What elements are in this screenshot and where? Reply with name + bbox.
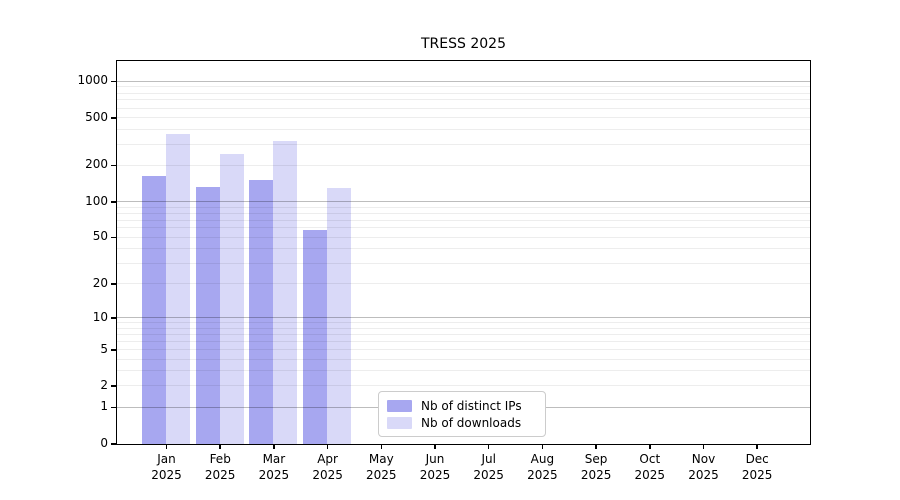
gridline xyxy=(117,262,810,264)
y-axis-tick-label: 500 xyxy=(85,109,108,124)
y-axis-tick-label: 100 xyxy=(85,193,108,208)
bar-nb-of-downloads-apr xyxy=(327,188,352,444)
gridline xyxy=(117,92,810,94)
gridline xyxy=(117,117,810,119)
gridline xyxy=(117,236,810,238)
gridline xyxy=(117,212,810,214)
gridline xyxy=(117,340,810,342)
gridline xyxy=(117,143,810,145)
gridline xyxy=(117,99,810,101)
y-axis-tick-label: 50 xyxy=(92,229,108,244)
x-axis-tick-label: Feb 2025 xyxy=(204,452,236,482)
x-axis-tick-label: Jun 2025 xyxy=(419,452,451,482)
x-tick-mark xyxy=(380,445,383,449)
bar-nb-of-downloads-jan xyxy=(166,133,190,444)
x-tick-mark xyxy=(165,445,168,449)
gridline-major xyxy=(117,317,810,319)
x-axis-tick-label: Aug 2025 xyxy=(527,452,558,482)
y-tick-mark xyxy=(111,201,116,203)
legend: Nb of distinct IPs Nb of downloads xyxy=(378,391,546,437)
x-tick-mark xyxy=(487,445,490,449)
x-axis-tick-label: Sep 2025 xyxy=(580,452,612,482)
y-axis-tick-label: 10 xyxy=(92,309,108,324)
x-tick-mark xyxy=(273,445,275,449)
y-axis-tick-label: 0 xyxy=(100,435,108,450)
bar-nb-of-distinct-ips-mar xyxy=(249,180,274,444)
x-tick-mark xyxy=(649,445,651,449)
x-tick-mark xyxy=(434,445,436,449)
y-axis-tick-label: 2 xyxy=(100,377,108,392)
x-axis-tick-label: Jan 2025 xyxy=(151,452,182,482)
x-axis-tick-label: Oct 2025 xyxy=(634,452,666,482)
y-axis-tick-label: 1000 xyxy=(77,73,108,88)
y-tick-mark xyxy=(111,385,116,387)
y-tick-mark xyxy=(111,283,116,285)
x-axis-tick-label: Nov 2025 xyxy=(688,452,719,482)
gridline xyxy=(117,333,810,335)
bar-nb-of-downloads-mar xyxy=(273,141,298,444)
legend-item: Nb of distinct IPs xyxy=(387,399,537,413)
x-tick-mark xyxy=(326,445,329,449)
gridline-major xyxy=(117,80,810,82)
gridline xyxy=(117,107,810,109)
legend-item: Nb of downloads xyxy=(387,416,537,430)
y-axis-tick-label: 5 xyxy=(100,341,108,356)
bar-nb-of-distinct-ips-apr xyxy=(303,230,328,444)
gridline xyxy=(117,227,810,229)
gridline xyxy=(117,385,810,387)
legend-swatch-distinct-ips xyxy=(387,399,412,412)
x-tick-mark xyxy=(595,445,597,449)
y-axis-tick-label: 200 xyxy=(85,157,108,172)
x-axis-tick-label: Dec 2025 xyxy=(741,452,773,482)
legend-swatch-downloads xyxy=(387,416,412,429)
x-tick-mark xyxy=(756,445,758,449)
y-tick-mark xyxy=(111,117,116,119)
y-tick-mark xyxy=(111,443,116,445)
legend-label: Nb of downloads xyxy=(421,415,522,430)
y-axis-tick-label: 20 xyxy=(92,275,108,290)
gridline xyxy=(117,128,810,130)
y-tick-mark xyxy=(111,164,116,167)
x-axis-tick-label: Apr 2025 xyxy=(312,452,343,482)
x-tick-mark xyxy=(541,445,544,449)
y-tick-mark xyxy=(111,236,116,239)
gridline xyxy=(117,327,810,329)
chart-title: TRESS 2025 xyxy=(421,36,506,52)
gridline xyxy=(117,86,810,88)
y-tick-mark xyxy=(111,80,116,83)
gridline xyxy=(117,370,810,372)
gridline-major xyxy=(117,201,810,203)
y-tick-mark xyxy=(111,317,116,319)
x-axis-tick-label: May 2025 xyxy=(366,452,397,482)
gridline xyxy=(117,206,810,208)
gridline xyxy=(117,283,810,285)
bar-nb-of-distinct-ips-feb xyxy=(195,187,220,444)
x-tick-mark xyxy=(702,445,705,449)
x-axis-tick-label: Mar 2025 xyxy=(258,452,290,482)
gridline xyxy=(117,164,810,166)
gridline xyxy=(117,358,810,360)
x-tick-mark xyxy=(219,445,221,449)
y-tick-mark xyxy=(111,349,116,351)
legend-label: Nb of distinct IPs xyxy=(421,398,522,413)
gridline xyxy=(117,322,810,324)
gridline xyxy=(117,248,810,250)
bar-nb-of-downloads-feb xyxy=(219,154,244,444)
bar-nb-of-distinct-ips-jan xyxy=(142,176,166,444)
plot-area xyxy=(116,60,811,445)
y-axis-tick-label: 1 xyxy=(100,399,108,414)
gridline xyxy=(117,219,810,221)
gridline xyxy=(117,349,810,351)
x-axis-tick-label: Jul 2025 xyxy=(473,452,504,482)
y-tick-mark xyxy=(111,406,116,409)
